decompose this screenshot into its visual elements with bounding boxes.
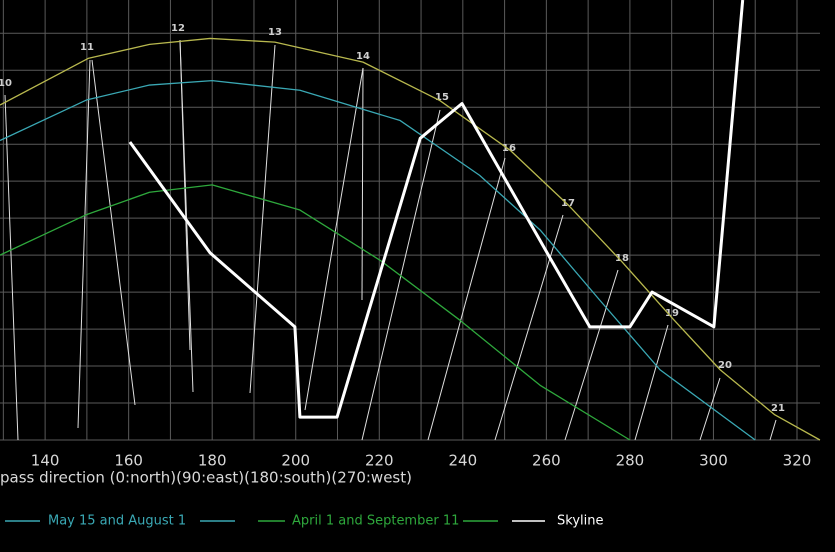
x-tick-label: 240: [449, 452, 478, 470]
hour-line: [634, 324, 669, 441]
hour-line: [494, 214, 564, 441]
hour-label: 11: [80, 42, 94, 53]
hour-line: [427, 157, 506, 441]
series-line: [0, 184, 631, 441]
series-line: [0, 37, 821, 441]
hour-line: [4, 94, 19, 441]
hour-label: 12: [171, 23, 185, 34]
x-tick-label: 160: [114, 452, 143, 470]
hour-line: [249, 44, 276, 394]
hour-label: 19: [665, 308, 679, 319]
legend-label: Skyline: [557, 514, 603, 529]
hour-label: 21: [771, 403, 785, 414]
x-tick-label: 140: [31, 452, 60, 470]
x-tick-label: 300: [699, 452, 728, 470]
hour-line: [91, 59, 136, 406]
x-axis-label: pass direction (0:north)(90:east)(180:so…: [0, 469, 412, 487]
legend-label: April 1 and September 11: [292, 514, 459, 529]
x-tick-label: 220: [365, 452, 394, 470]
hour-line: [769, 419, 777, 441]
hour-line: [179, 39, 194, 393]
legend-label: May 15 and August 1: [48, 514, 186, 529]
x-tick-label: 260: [532, 452, 561, 470]
hour-line: [564, 269, 619, 441]
x-tick-label: 180: [198, 452, 227, 470]
hour-line: [304, 67, 364, 411]
hour-line: [699, 377, 721, 441]
x-tick-label: 200: [281, 452, 310, 470]
hour-line: [361, 109, 441, 441]
hour-label: 13: [268, 27, 282, 38]
hour-line: [77, 59, 91, 429]
x-tick-label: 320: [783, 452, 812, 470]
series-line: [128, 0, 745, 419]
x-tick-label: 280: [616, 452, 645, 470]
hour-label: 18: [615, 253, 629, 264]
hour-line: [361, 67, 364, 301]
hour-label: 16: [502, 143, 516, 154]
hour-label: 17: [561, 198, 575, 209]
hour-label: 14: [356, 51, 370, 62]
series-line: [0, 79, 756, 441]
hour-label: 20: [718, 360, 732, 371]
hour-label: 15: [435, 92, 449, 103]
hour-label: 10: [0, 78, 12, 89]
